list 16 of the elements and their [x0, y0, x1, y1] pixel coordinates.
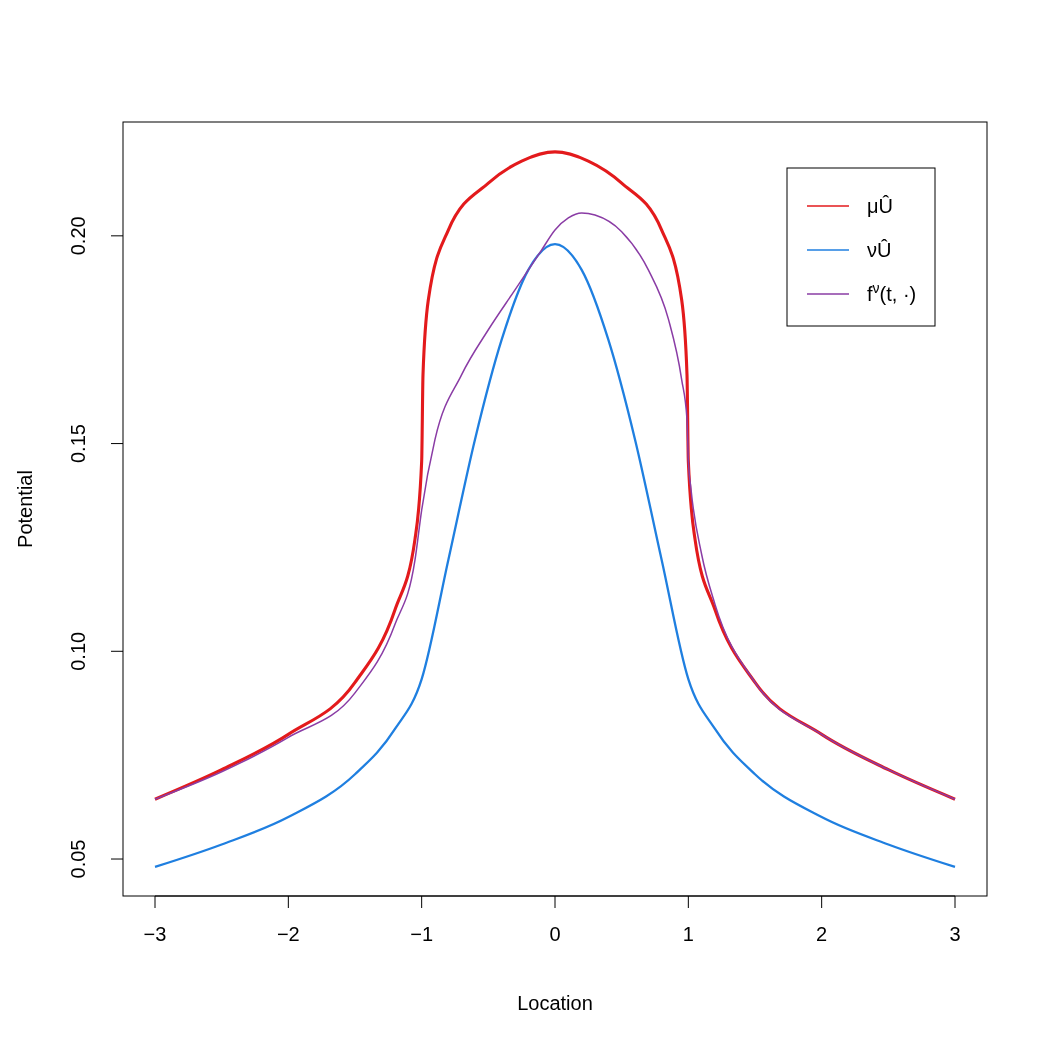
legend-label: νÛ: [867, 239, 892, 261]
y-tick-label: 0.05: [67, 839, 89, 879]
x-tick-label: 2: [816, 923, 828, 945]
legend-label: μÛ: [867, 195, 893, 217]
legend-label: f$^{ν}$(t, ·): [867, 280, 917, 305]
x-tick-label: 3: [949, 923, 961, 945]
x-tick-label: −3: [143, 923, 167, 945]
x-tick-label: 1: [682, 923, 694, 945]
x-tick-label: −2: [276, 923, 300, 945]
y-tick-label: 0.15: [67, 424, 89, 464]
x-tick-label: −1: [410, 923, 434, 945]
y-tick-label: 0.20: [67, 216, 89, 256]
x-axis-title: Location: [517, 992, 593, 1014]
x-tick-label: 0: [549, 923, 561, 945]
y-tick-label: 0.10: [67, 631, 89, 671]
y-axis-title: Potential: [14, 470, 36, 548]
